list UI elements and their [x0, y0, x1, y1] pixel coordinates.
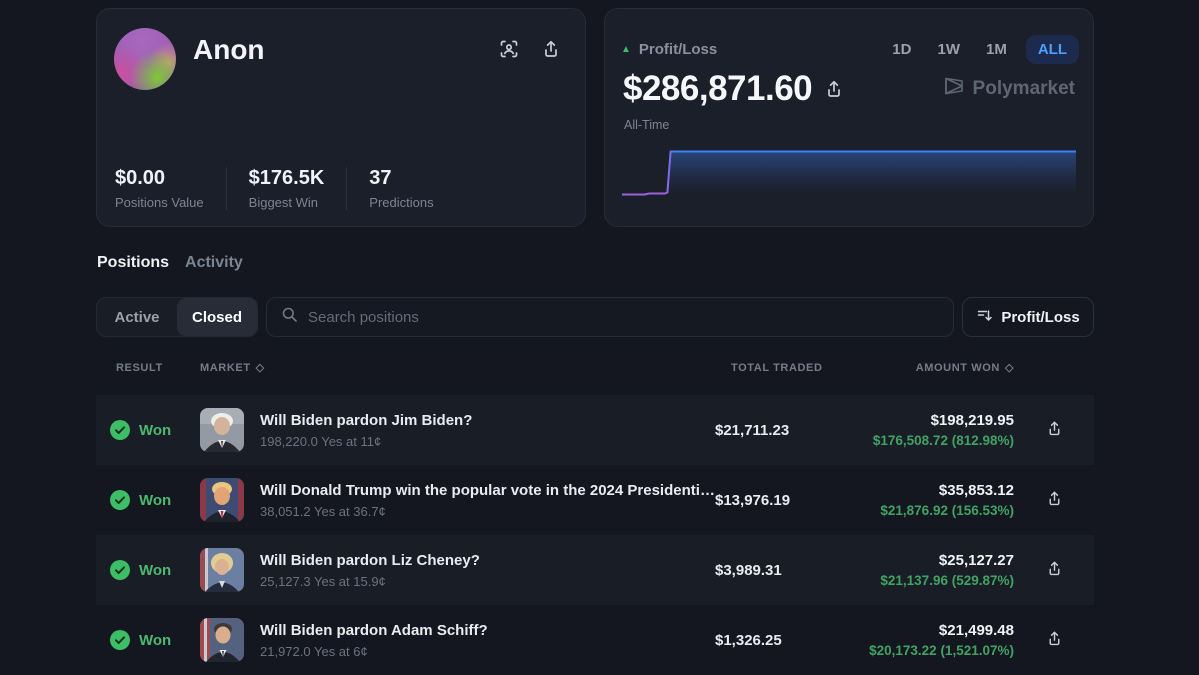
- position-row[interactable]: Won Will Donald Trump win the popular vo…: [96, 465, 1094, 535]
- pnl-period: All-Time: [624, 118, 670, 132]
- result-cell: Won: [110, 490, 200, 510]
- total-traded-value: $13,976.19: [715, 491, 791, 509]
- total-traded-value: $21,711.23: [715, 421, 790, 439]
- position-detail: 198,220.0 Yes at 11¢: [260, 433, 382, 449]
- amount-won-cell: $25,127.27 $21,137.96 (529.87%): [846, 552, 1014, 588]
- profile-stats: $0.00 Positions Value $176.5K Biggest Wi…: [115, 167, 478, 210]
- up-triangle-icon: ▲: [621, 43, 631, 55]
- pnl-title: ▲ Profit/Loss: [621, 41, 718, 58]
- share-position-button[interactable]: [1014, 560, 1094, 580]
- position-detail: 21,972.0 Yes at 6¢: [260, 643, 368, 659]
- share-pnl-button[interactable]: [824, 79, 844, 99]
- section-tabs: Positions Activity: [97, 254, 243, 272]
- profit-value: $176,508.72 (812.98%): [872, 433, 1014, 448]
- profit-loss-card: ▲ Profit/Loss 1D 1W 1M ALL $286,871.60: [604, 8, 1094, 227]
- amount-won-cell: $21,499.48 $20,173.22 (1,521.07%): [846, 622, 1014, 658]
- result-cell: Won: [110, 560, 200, 580]
- range-all-button[interactable]: ALL: [1025, 35, 1079, 64]
- search-box[interactable]: [266, 297, 954, 337]
- amount-won-value: $198,219.95: [930, 412, 1014, 429]
- avatar[interactable]: [114, 28, 176, 90]
- pnl-chart: [622, 150, 1076, 200]
- stat-biggest-win: $176.5K Biggest Win: [249, 167, 348, 210]
- position-detail: 38,051.2 Yes at 36.7¢: [260, 503, 386, 519]
- range-1w-button[interactable]: 1W: [930, 35, 967, 64]
- segment-closed[interactable]: Closed: [177, 298, 257, 336]
- tab-positions[interactable]: Positions: [97, 254, 170, 271]
- result-label: Won: [139, 561, 172, 579]
- search-input[interactable]: [308, 308, 939, 326]
- market-thumbnail: [200, 618, 244, 662]
- header-amount-won[interactable]: AMOUNT WON ◇: [915, 361, 1014, 375]
- segment-active[interactable]: Active: [97, 298, 177, 336]
- result-label: Won: [139, 421, 172, 439]
- share-icon: [824, 79, 844, 99]
- won-check-icon: [110, 420, 130, 440]
- total-traded-value: $3,989.31: [715, 561, 782, 579]
- stat-predictions: 37 Predictions: [369, 167, 434, 210]
- result-label: Won: [139, 491, 172, 509]
- share-icon: [1046, 490, 1063, 510]
- share-position-button[interactable]: [1014, 630, 1094, 650]
- share-icon: [1046, 420, 1063, 440]
- share-position-button[interactable]: [1014, 420, 1094, 440]
- won-check-icon: [110, 630, 130, 650]
- result-cell: Won: [110, 630, 200, 650]
- share-position-button[interactable]: [1014, 490, 1094, 510]
- scan-profile-button[interactable]: [499, 39, 519, 59]
- range-1m-button[interactable]: 1M: [979, 35, 1014, 64]
- active-closed-toggle: Active Closed: [96, 297, 258, 337]
- amount-won-value: $25,127.27: [938, 552, 1014, 569]
- stat-positions-value: $0.00 Positions Value: [115, 167, 227, 210]
- search-icon: [281, 306, 298, 328]
- range-1d-button[interactable]: 1D: [885, 35, 918, 64]
- market-thumbnail: [200, 408, 244, 452]
- time-range-selector: 1D 1W 1M ALL: [885, 35, 1079, 64]
- market-thumbnail: [200, 548, 244, 592]
- sort-icon: ◇: [255, 362, 265, 374]
- share-icon: [1046, 560, 1063, 580]
- share-icon: [541, 39, 561, 59]
- amount-won-value: $21,499.48: [938, 622, 1014, 639]
- market-title[interactable]: Will Biden pardon Liz Cheney?: [260, 551, 480, 569]
- header-market[interactable]: MARKET ◇: [200, 361, 265, 375]
- profile-card: Anon $0.00 Positions Value $17: [96, 8, 586, 227]
- pnl-value: $286,871.60: [623, 69, 813, 108]
- tab-activity[interactable]: Activity: [185, 254, 243, 271]
- result-label: Won: [139, 631, 172, 649]
- amount-won-cell: $198,219.95 $176,508.72 (812.98%): [846, 412, 1014, 448]
- face-scan-icon: [499, 39, 519, 59]
- market-thumbnail: [200, 478, 244, 522]
- amount-won-value: $35,853.12: [938, 482, 1014, 499]
- position-row[interactable]: Won Will Biden pardon Adam Schiff? 21,97…: [96, 605, 1094, 675]
- total-traded-value: $1,326.25: [715, 631, 782, 649]
- won-check-icon: [110, 490, 130, 510]
- filter-sort-icon: [976, 307, 993, 327]
- header-total-traded: TOTAL TRADED: [731, 361, 823, 374]
- header-result: RESULT: [116, 361, 163, 374]
- position-detail: 25,127.3 Yes at 15.9¢: [260, 573, 386, 589]
- position-row[interactable]: Won Will Biden pardon Jim Biden? 198,220…: [96, 395, 1094, 465]
- polymarket-brand: Polymarket: [943, 75, 1075, 103]
- table-header: RESULT MARKET ◇ TOTAL TRADED AMOUNT WON …: [96, 361, 1094, 375]
- profit-loss-sort-button[interactable]: Profit/Loss: [962, 297, 1094, 337]
- won-check-icon: [110, 560, 130, 580]
- result-cell: Won: [110, 420, 200, 440]
- position-row[interactable]: Won Will Biden pardon Liz Cheney? 25,127…: [96, 535, 1094, 605]
- profile-name: Anon: [193, 34, 265, 65]
- profit-value: $21,137.96 (529.87%): [880, 573, 1014, 588]
- sort-icon: ◇: [1004, 362, 1014, 374]
- polymarket-logo-icon: [943, 75, 965, 103]
- market-title[interactable]: Will Biden pardon Jim Biden?: [260, 411, 473, 429]
- market-title[interactable]: Will Donald Trump win the popular vote i…: [260, 481, 715, 499]
- market-title[interactable]: Will Biden pardon Adam Schiff?: [260, 621, 488, 639]
- share-icon: [1046, 630, 1063, 650]
- share-profile-button[interactable]: [541, 39, 561, 59]
- amount-won-cell: $35,853.12 $21,876.92 (156.53%): [846, 482, 1014, 518]
- profit-value: $21,876.92 (156.53%): [880, 503, 1014, 518]
- profit-value: $20,173.22 (1,521.07%): [869, 643, 1014, 658]
- positions-table-body: Won Will Biden pardon Jim Biden? 198,220…: [96, 395, 1094, 675]
